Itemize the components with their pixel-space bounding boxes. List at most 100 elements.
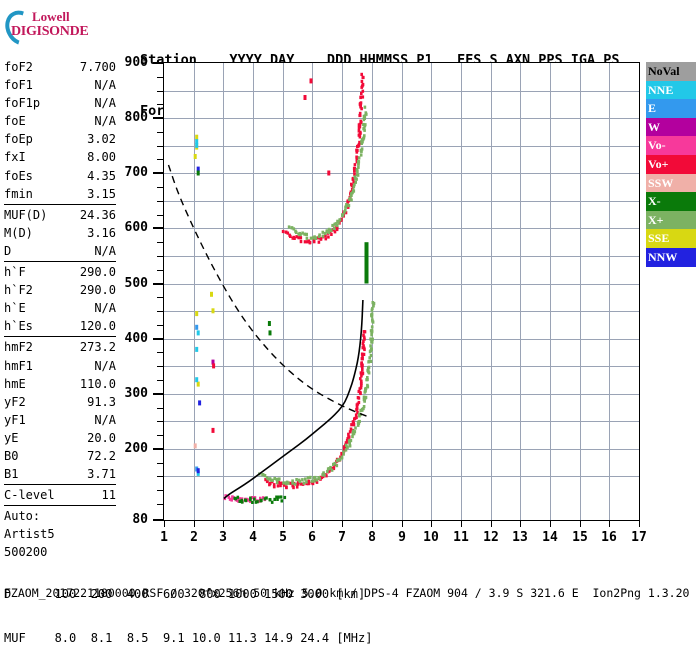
x-axis-label: 12 bbox=[483, 530, 499, 545]
param-key: h`E bbox=[4, 301, 26, 316]
param-footer-line-1: Artist5 bbox=[4, 527, 55, 542]
param-row-hf: h`F 290.0 bbox=[4, 263, 116, 281]
param-key: foF2 bbox=[4, 60, 33, 74]
y-axis-tick-minor bbox=[157, 77, 164, 78]
param-value: 3.16 bbox=[87, 225, 116, 240]
legend-item-ssw[interactable]: SSW bbox=[646, 173, 696, 193]
param-row-foep: foEp 3.02 bbox=[4, 130, 116, 148]
x-axis-tick bbox=[609, 520, 610, 527]
param-group-divider bbox=[4, 505, 116, 507]
x-axis-tick bbox=[520, 520, 521, 527]
trace-vertical-spread-echo-x- bbox=[364, 242, 369, 284]
x-axis-tick bbox=[253, 520, 254, 527]
grid-line-vertical bbox=[223, 63, 224, 520]
param-row-hes: h`Es 120.0 bbox=[4, 317, 116, 335]
param-row-hme: hmE 110.0 bbox=[4, 375, 116, 393]
ionogram-traces bbox=[167, 72, 376, 504]
param-row-d: D N/A bbox=[4, 242, 116, 260]
param-row-hmf1: hmF1 N/A bbox=[4, 357, 116, 375]
y-axis-tick-minor bbox=[157, 256, 164, 257]
x-axis-tick bbox=[283, 520, 284, 527]
param-group-divider bbox=[4, 484, 116, 486]
legend-item-nne[interactable]: NNE bbox=[646, 80, 696, 100]
y-axis-tick-minor bbox=[157, 380, 164, 381]
ionogram-plot-canvas[interactable] bbox=[164, 63, 639, 520]
x-axis-tick bbox=[312, 520, 313, 527]
x-axis-tick bbox=[550, 520, 551, 527]
grid-line-vertical bbox=[342, 63, 343, 520]
param-row-hmf2: hmF2 273.2 bbox=[4, 338, 116, 356]
grid-line-vertical bbox=[580, 63, 581, 520]
param-value: 290.0 bbox=[79, 283, 116, 298]
x-axis-tick bbox=[372, 520, 373, 527]
trace-es-layer-x-dark-green- bbox=[233, 495, 287, 504]
y-axis-tick-minor bbox=[157, 242, 164, 243]
y-axis-tick-minor bbox=[157, 504, 164, 505]
y-axis-tick-minor bbox=[157, 104, 164, 105]
legend-item-x[interactable]: X+ bbox=[646, 210, 696, 230]
param-key: hmF1 bbox=[4, 358, 33, 373]
param-key: foF1p bbox=[4, 96, 41, 111]
param-value: 7.700 bbox=[79, 60, 116, 74]
legend-item-w[interactable]: W bbox=[646, 117, 696, 137]
y-axis-tick-major bbox=[153, 283, 164, 285]
x-axis-label: 16 bbox=[601, 530, 617, 545]
param-value: 273.2 bbox=[79, 340, 116, 355]
grid-line-horizontal-minor bbox=[164, 421, 639, 422]
noise-speckles bbox=[193, 443, 197, 449]
grid-line-vertical bbox=[431, 63, 432, 520]
param-value: 24.36 bbox=[79, 207, 116, 222]
grid-line-horizontal bbox=[164, 449, 639, 450]
param-value: 3.15 bbox=[87, 186, 116, 201]
param-row-fxi: fxI 8.00 bbox=[4, 148, 116, 166]
param-footer-line-2: 500200 bbox=[4, 545, 48, 560]
param-value: N/A bbox=[94, 78, 116, 93]
noise-speckles bbox=[211, 78, 331, 433]
param-row-b0: B0 72.2 bbox=[4, 447, 116, 465]
param-row-md: M(D) 3.16 bbox=[4, 224, 116, 242]
grid-line-horizontal-minor bbox=[164, 311, 639, 312]
y-axis-tick-major bbox=[153, 338, 164, 340]
param-value: N/A bbox=[94, 358, 116, 373]
grid-line-vertical bbox=[609, 63, 610, 520]
x-axis-tick bbox=[342, 520, 343, 527]
param-value: 120.0 bbox=[79, 319, 116, 334]
muf-row: MUF 8.0 8.1 8.5 9.1 10.0 11.3 14.9 24.4 … bbox=[4, 630, 373, 645]
param-row-mufd: MUF(D) 24.36 bbox=[4, 206, 116, 224]
y-axis-label: 300 bbox=[124, 386, 148, 401]
param-row-foe: foE N/A bbox=[4, 112, 116, 130]
grid-line-vertical bbox=[461, 63, 462, 520]
legend-item-e[interactable]: E bbox=[646, 99, 696, 118]
legend-item-noval[interactable]: NoVal bbox=[646, 62, 696, 81]
ionogram-plot[interactable]: 1 2 3 4 5 6 7 8 9 10 11 12 13 14 15 16 17 80 200 300 400 500 6… bbox=[125, 55, 647, 545]
y-axis-tick-minor bbox=[157, 91, 164, 92]
y-axis-tick-major bbox=[153, 393, 164, 395]
legend-item-sse[interactable]: SSE bbox=[646, 229, 696, 248]
grid-line-horizontal bbox=[164, 173, 639, 174]
legend-item-x[interactable]: X- bbox=[646, 192, 696, 211]
y-axis-tick-minor bbox=[157, 159, 164, 160]
grid-line-horizontal-minor bbox=[164, 146, 639, 147]
x-axis-tick bbox=[223, 520, 224, 527]
x-axis-label: 3 bbox=[219, 530, 227, 545]
overlay-electron-density-profile bbox=[223, 299, 364, 500]
y-axis-label: 500 bbox=[124, 276, 148, 291]
grid-line-horizontal-minor bbox=[164, 476, 639, 477]
y-axis-tick-minor bbox=[157, 490, 164, 491]
x-axis-tick bbox=[431, 520, 432, 527]
distance-muf-scale: D 100 200 400 600 800 1000 1500 3000 [km… bbox=[4, 558, 372, 660]
param-value: 72.2 bbox=[87, 448, 116, 463]
legend-item-vo[interactable]: Vo- bbox=[646, 136, 696, 155]
grid-line-vertical bbox=[372, 63, 373, 520]
legend-item-nnw[interactable]: NNW bbox=[646, 247, 696, 267]
param-value: N/A bbox=[94, 114, 116, 129]
trace-f2-second-hop-x-trace bbox=[287, 105, 368, 240]
param-value: 8.00 bbox=[87, 150, 116, 165]
grid-line-horizontal bbox=[164, 339, 639, 340]
grid-line-horizontal-minor bbox=[164, 201, 639, 202]
legend-item-vo[interactable]: Vo+ bbox=[646, 154, 696, 174]
x-axis-tick bbox=[580, 520, 581, 527]
grid-line-vertical bbox=[194, 63, 195, 520]
x-axis-tick bbox=[461, 520, 462, 527]
param-value: 290.0 bbox=[79, 265, 116, 280]
